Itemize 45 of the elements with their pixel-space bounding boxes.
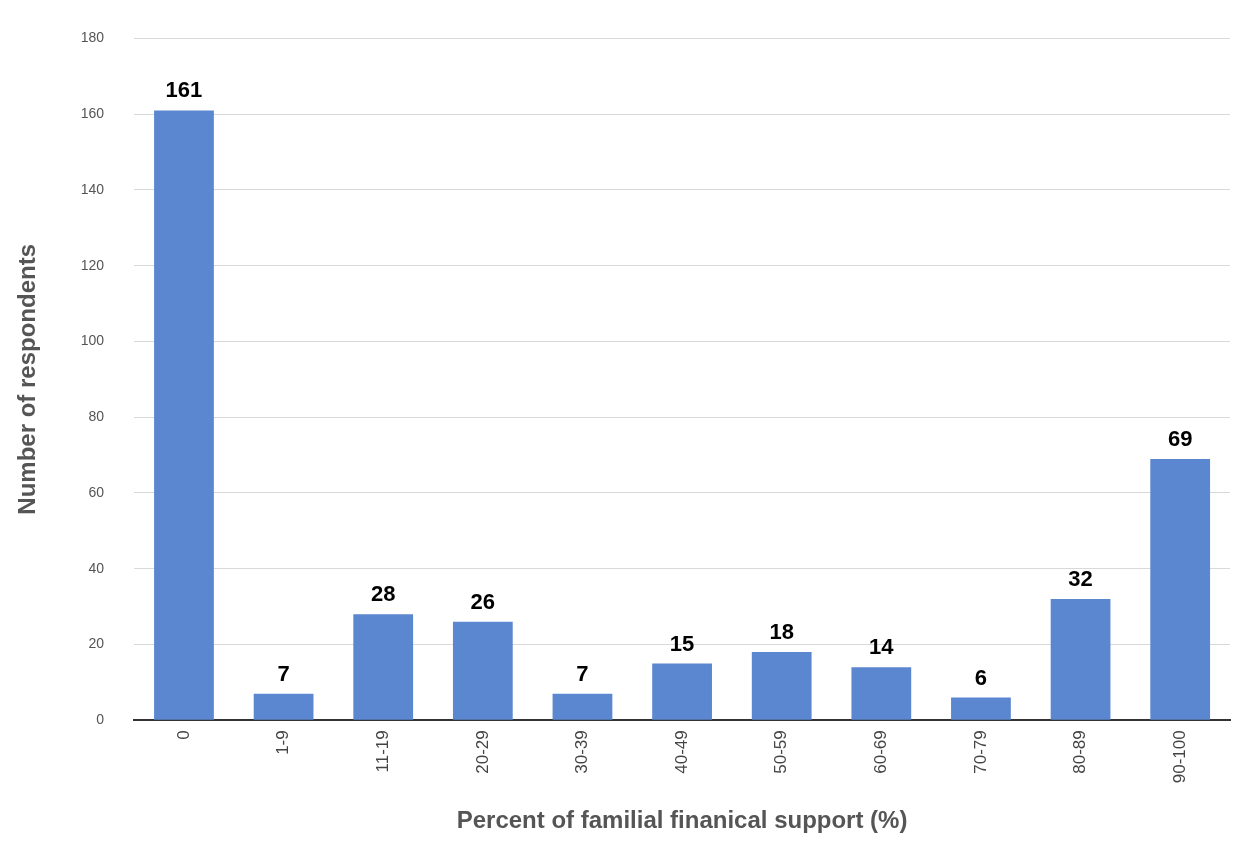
y-tick-label: 0 xyxy=(96,711,105,728)
y-tick-label: 140 xyxy=(80,180,105,197)
y-tick-label: 60 xyxy=(88,483,105,500)
data-label: 15 xyxy=(669,630,695,656)
bar xyxy=(1050,599,1111,720)
bar xyxy=(652,663,712,720)
y-tick-label: 80 xyxy=(88,408,105,425)
y-tick-label: 120 xyxy=(80,256,105,273)
data-label: 6 xyxy=(974,664,988,690)
bar xyxy=(253,693,314,720)
bar xyxy=(751,652,812,720)
data-label: 26 xyxy=(470,588,496,614)
bar xyxy=(851,667,912,720)
bar xyxy=(353,614,414,720)
x-tick-label: 1-9 xyxy=(273,730,293,755)
x-tick-label: 90-100 xyxy=(1169,730,1189,784)
bar xyxy=(154,110,214,720)
data-label: 18 xyxy=(769,619,794,645)
x-tick-label: 60-69 xyxy=(871,730,891,774)
x-tick-label: 20-29 xyxy=(472,730,492,774)
x-tick-label: 80-89 xyxy=(1070,730,1090,774)
bar xyxy=(1150,458,1211,720)
bar xyxy=(552,693,613,720)
data-label: 28 xyxy=(370,581,396,607)
data-label: 14 xyxy=(869,634,895,660)
y-tick-label: 180 xyxy=(80,29,105,46)
x-tick-label: 30-39 xyxy=(572,730,592,774)
x-axis-title: Percent of familial finanical support (%) xyxy=(456,806,908,834)
data-label: 7 xyxy=(576,660,589,686)
y-tick-label: 160 xyxy=(80,105,105,122)
data-label: 161 xyxy=(165,77,203,103)
x-tick-label: 40-49 xyxy=(671,730,691,774)
data-label: 7 xyxy=(277,660,290,686)
x-tick-label: 11-19 xyxy=(372,730,392,773)
bar xyxy=(951,697,1011,720)
x-tick-label: 50-59 xyxy=(771,730,791,774)
y-tick-label: 20 xyxy=(88,635,105,652)
y-tick-label: 40 xyxy=(88,559,105,576)
data-label: 32 xyxy=(1068,566,1093,592)
data-label: 69 xyxy=(1167,425,1193,451)
x-tick-label: 0 xyxy=(173,730,193,740)
bar xyxy=(452,621,513,720)
y-axis-title: Number of respondents xyxy=(13,243,41,515)
y-tick-label: 100 xyxy=(80,332,105,349)
x-tick-label: 70-79 xyxy=(970,730,990,774)
